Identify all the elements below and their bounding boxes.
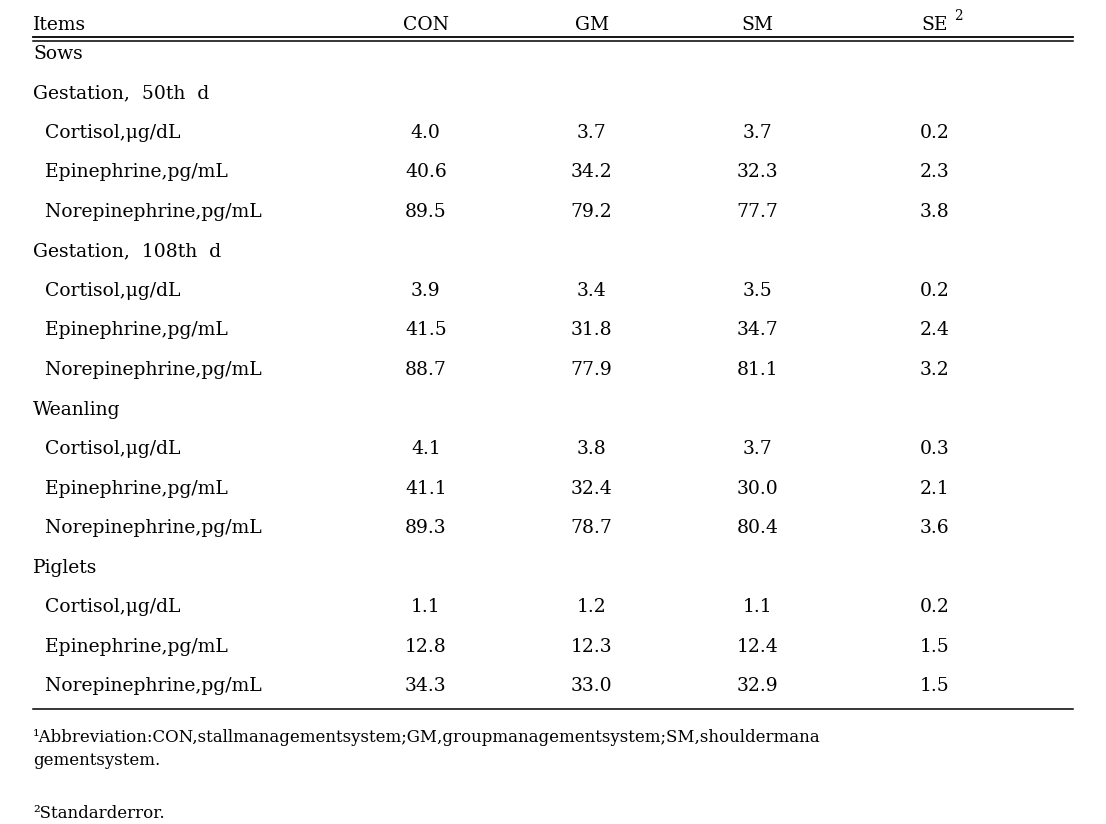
Text: 2.3: 2.3 <box>920 163 949 181</box>
Text: 1.2: 1.2 <box>577 598 606 616</box>
Text: 12.8: 12.8 <box>405 638 447 656</box>
Text: Gestation,  50th  d: Gestation, 50th d <box>33 84 209 102</box>
Text: 2.1: 2.1 <box>920 480 949 498</box>
Text: 81.1: 81.1 <box>737 361 779 379</box>
Text: 0.2: 0.2 <box>919 282 950 300</box>
Text: Norepinephrine,pg/mL: Norepinephrine,pg/mL <box>33 203 262 221</box>
Text: 1.5: 1.5 <box>920 677 949 695</box>
Text: 4.0: 4.0 <box>410 124 441 142</box>
Text: 34.2: 34.2 <box>571 163 613 181</box>
Text: 88.7: 88.7 <box>405 361 447 379</box>
Text: 2.4: 2.4 <box>919 321 950 339</box>
Text: Piglets: Piglets <box>33 559 97 577</box>
Text: Cortisol,μg/dL: Cortisol,μg/dL <box>33 124 180 142</box>
Text: Cortisol,μg/dL: Cortisol,μg/dL <box>33 282 180 300</box>
Text: Epinephrine,pg/mL: Epinephrine,pg/mL <box>33 163 228 181</box>
Text: Cortisol,μg/dL: Cortisol,μg/dL <box>33 598 180 616</box>
Text: 41.5: 41.5 <box>405 321 447 339</box>
Text: 80.4: 80.4 <box>737 519 779 537</box>
Text: 1.1: 1.1 <box>743 598 772 616</box>
Text: 77.7: 77.7 <box>737 203 779 221</box>
Text: 1.5: 1.5 <box>920 638 949 656</box>
Text: GM: GM <box>575 16 608 34</box>
Text: 2: 2 <box>954 10 963 23</box>
Text: Weanling: Weanling <box>33 400 121 419</box>
Text: Epinephrine,pg/mL: Epinephrine,pg/mL <box>33 321 228 339</box>
Text: 3.7: 3.7 <box>577 124 606 142</box>
Text: Cortisol,μg/dL: Cortisol,μg/dL <box>33 440 180 458</box>
Text: 34.7: 34.7 <box>737 321 779 339</box>
Text: 40.6: 40.6 <box>405 163 447 181</box>
Text: Norepinephrine,pg/mL: Norepinephrine,pg/mL <box>33 361 262 379</box>
Text: 30.0: 30.0 <box>737 480 779 498</box>
Text: 89.5: 89.5 <box>405 203 447 221</box>
Text: 0.2: 0.2 <box>919 598 950 616</box>
Text: SM: SM <box>742 16 773 34</box>
Text: 32.3: 32.3 <box>737 163 779 181</box>
Text: 41.1: 41.1 <box>405 480 447 498</box>
Text: CON: CON <box>403 16 449 34</box>
Text: Norepinephrine,pg/mL: Norepinephrine,pg/mL <box>33 677 262 695</box>
Text: SE: SE <box>921 16 948 34</box>
Text: 3.9: 3.9 <box>411 282 440 300</box>
Text: Sows: Sows <box>33 44 83 63</box>
Text: 3.5: 3.5 <box>743 282 772 300</box>
Text: Norepinephrine,pg/mL: Norepinephrine,pg/mL <box>33 519 262 537</box>
Text: 4.1: 4.1 <box>411 440 440 458</box>
Text: Epinephrine,pg/mL: Epinephrine,pg/mL <box>33 480 228 498</box>
Text: 32.4: 32.4 <box>571 480 613 498</box>
Text: 3.7: 3.7 <box>743 440 772 458</box>
Text: 33.0: 33.0 <box>571 677 613 695</box>
Text: 34.3: 34.3 <box>405 677 447 695</box>
Text: ²Standarderror.: ²Standarderror. <box>33 804 165 822</box>
Text: 32.9: 32.9 <box>737 677 779 695</box>
Text: 3.2: 3.2 <box>920 361 949 379</box>
Text: 31.8: 31.8 <box>571 321 613 339</box>
Text: 89.3: 89.3 <box>405 519 447 537</box>
Text: 3.8: 3.8 <box>920 203 949 221</box>
Text: 12.3: 12.3 <box>571 638 613 656</box>
Text: 0.3: 0.3 <box>920 440 949 458</box>
Text: 79.2: 79.2 <box>571 203 613 221</box>
Text: 3.4: 3.4 <box>577 282 606 300</box>
Text: 3.7: 3.7 <box>743 124 772 142</box>
Text: 3.6: 3.6 <box>920 519 949 537</box>
Text: 0.2: 0.2 <box>919 124 950 142</box>
Text: 77.9: 77.9 <box>571 361 613 379</box>
Text: 3.8: 3.8 <box>577 440 606 458</box>
Text: ¹Abbreviation:CON,stallmanagementsystem;GM,groupmanagementsystem;SM,shouldermana: ¹Abbreviation:CON,stallmanagementsystem;… <box>33 729 821 769</box>
Text: Gestation,  108th  d: Gestation, 108th d <box>33 242 221 260</box>
Text: 12.4: 12.4 <box>737 638 779 656</box>
Text: Epinephrine,pg/mL: Epinephrine,pg/mL <box>33 638 228 656</box>
Text: 78.7: 78.7 <box>571 519 613 537</box>
Text: Items: Items <box>33 16 86 34</box>
Text: 1.1: 1.1 <box>411 598 440 616</box>
